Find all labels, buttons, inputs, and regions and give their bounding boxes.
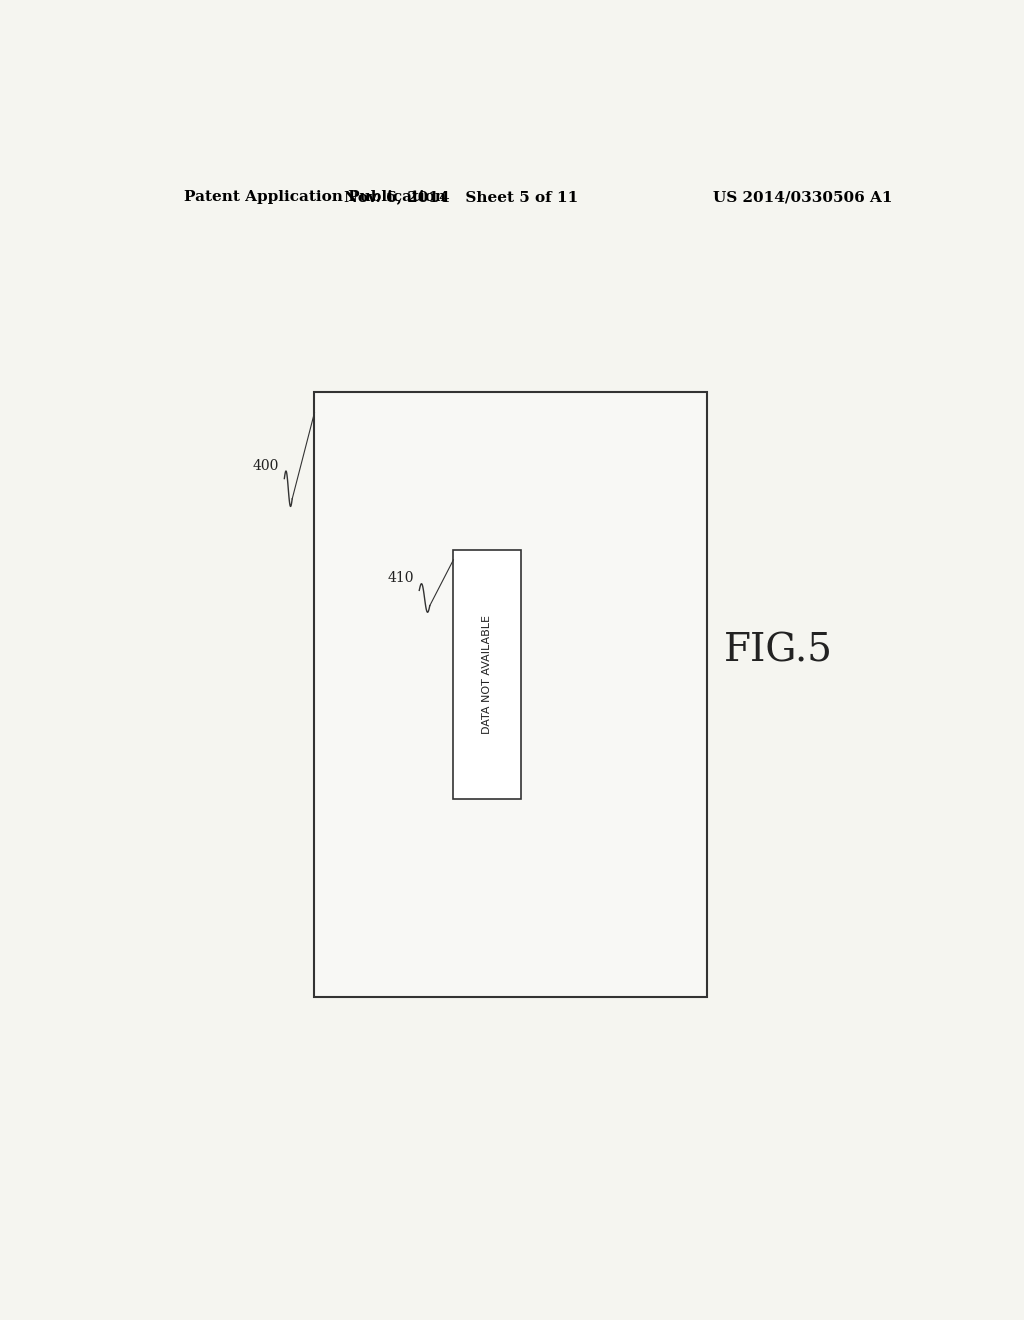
Bar (314, 392, 708, 997)
Text: DATA NOT AVAILABLE: DATA NOT AVAILABLE (482, 615, 493, 734)
Bar (454, 549, 521, 799)
Text: Patent Application Publication: Patent Application Publication (183, 190, 445, 205)
Text: FIG.5: FIG.5 (724, 632, 834, 669)
Text: Nov. 6, 2014   Sheet 5 of 11: Nov. 6, 2014 Sheet 5 of 11 (344, 190, 579, 205)
Text: US 2014/0330506 A1: US 2014/0330506 A1 (713, 190, 892, 205)
Text: 410: 410 (387, 572, 414, 585)
Text: 400: 400 (252, 459, 279, 474)
